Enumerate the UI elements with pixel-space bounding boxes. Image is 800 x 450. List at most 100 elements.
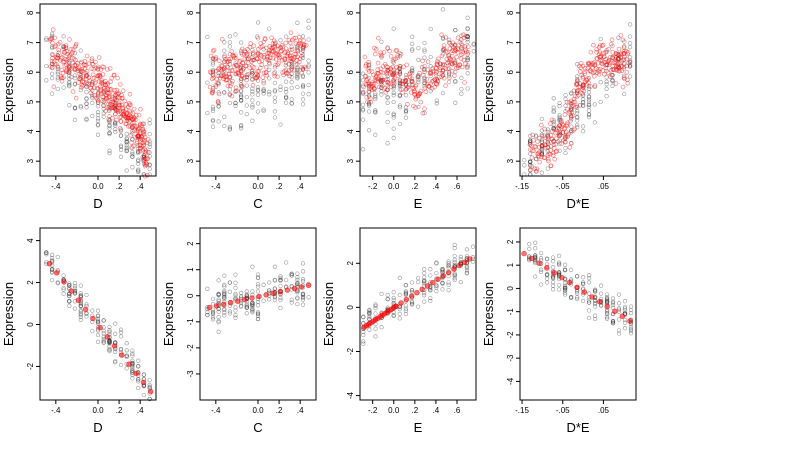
data-point bbox=[397, 275, 402, 281]
data-point bbox=[628, 326, 634, 332]
fitted-point bbox=[369, 81, 375, 87]
fitted-point bbox=[434, 82, 440, 87]
fitted-point bbox=[106, 95, 111, 101]
fitted-point bbox=[447, 75, 452, 81]
data-point bbox=[101, 114, 106, 119]
fitted-point bbox=[553, 136, 559, 141]
data-point bbox=[360, 89, 366, 95]
data-point bbox=[556, 287, 562, 292]
data-point bbox=[67, 84, 72, 89]
data-point bbox=[250, 98, 255, 103]
fitted-point bbox=[546, 151, 552, 157]
data-point bbox=[49, 266, 55, 272]
data-point bbox=[545, 132, 550, 137]
data-point bbox=[528, 159, 533, 164]
data-point bbox=[557, 103, 562, 109]
data-point bbox=[141, 392, 147, 398]
data-point bbox=[107, 339, 112, 344]
fitted-point bbox=[129, 145, 134, 150]
fitted-point bbox=[114, 108, 119, 113]
data-point bbox=[272, 70, 278, 75]
fitted-point bbox=[276, 53, 282, 58]
data-point bbox=[72, 67, 78, 73]
data-point bbox=[295, 296, 300, 301]
data-point bbox=[300, 292, 306, 297]
fitted-point bbox=[624, 63, 630, 69]
data-point bbox=[113, 121, 118, 127]
data-point bbox=[586, 75, 592, 81]
fitted-point bbox=[244, 77, 250, 83]
fitted-point bbox=[117, 102, 122, 108]
data-point bbox=[72, 44, 78, 50]
fitted-point bbox=[418, 88, 424, 94]
data-point bbox=[627, 55, 633, 60]
fitted-point bbox=[219, 73, 224, 78]
data-point bbox=[610, 321, 616, 326]
fitted-point bbox=[437, 74, 442, 80]
data-point bbox=[101, 106, 106, 111]
fitted-point bbox=[390, 64, 396, 70]
fitted-point bbox=[591, 60, 597, 65]
fitted-point bbox=[127, 102, 132, 108]
fitted-point bbox=[128, 124, 133, 129]
data-point bbox=[528, 162, 533, 168]
fitted-point bbox=[52, 61, 57, 67]
fitted-point bbox=[255, 46, 261, 52]
fitted-point bbox=[444, 50, 450, 55]
fitted-point bbox=[238, 66, 243, 71]
fitted-point bbox=[444, 56, 450, 62]
data-point bbox=[267, 288, 272, 293]
data-point bbox=[622, 320, 628, 325]
fitted-point bbox=[260, 75, 266, 80]
data-point bbox=[592, 102, 597, 107]
data-point bbox=[422, 278, 427, 283]
data-point bbox=[272, 109, 278, 114]
data-point bbox=[557, 133, 562, 139]
data-point bbox=[586, 104, 592, 110]
data-point bbox=[95, 319, 101, 324]
fitted-point bbox=[111, 343, 118, 349]
fitted-point bbox=[85, 82, 90, 87]
fitted-point bbox=[51, 84, 57, 89]
fitted-point bbox=[250, 57, 256, 63]
data-point bbox=[272, 41, 278, 46]
data-point bbox=[222, 68, 227, 73]
fitted-point bbox=[67, 37, 72, 42]
data-point bbox=[592, 298, 598, 303]
data-point bbox=[580, 281, 586, 287]
data-point bbox=[244, 103, 249, 108]
data-point bbox=[562, 267, 568, 273]
fitted-point bbox=[590, 62, 596, 67]
data-point bbox=[385, 80, 390, 85]
fitted-point bbox=[614, 67, 620, 73]
data-point bbox=[440, 268, 445, 273]
data-point bbox=[533, 253, 538, 258]
fitted-point bbox=[220, 63, 225, 69]
fitted-point bbox=[143, 156, 148, 162]
fitted-point bbox=[231, 53, 236, 59]
fitted-point bbox=[101, 88, 106, 94]
data-point bbox=[136, 149, 141, 154]
fitted-point bbox=[140, 157, 146, 163]
fitted-point bbox=[245, 46, 250, 52]
fitted-point bbox=[115, 95, 121, 100]
data-point bbox=[295, 20, 300, 25]
x-axis-label: E bbox=[414, 420, 423, 435]
fitted-point bbox=[236, 72, 242, 78]
fitted-point bbox=[382, 62, 388, 67]
data-point bbox=[295, 281, 300, 286]
data-point bbox=[61, 44, 66, 50]
data-point bbox=[250, 304, 255, 309]
data-point bbox=[130, 137, 135, 142]
fitted-point bbox=[625, 51, 630, 57]
data-point bbox=[61, 44, 66, 50]
data-point bbox=[141, 154, 147, 160]
data-point bbox=[84, 314, 89, 319]
data-points bbox=[360, 7, 476, 152]
data-point bbox=[272, 264, 278, 269]
data-point bbox=[49, 267, 55, 272]
y-tick-label: 7 bbox=[26, 40, 35, 45]
fitted-point bbox=[143, 148, 149, 153]
x-tick-label: -.4 bbox=[51, 406, 61, 415]
